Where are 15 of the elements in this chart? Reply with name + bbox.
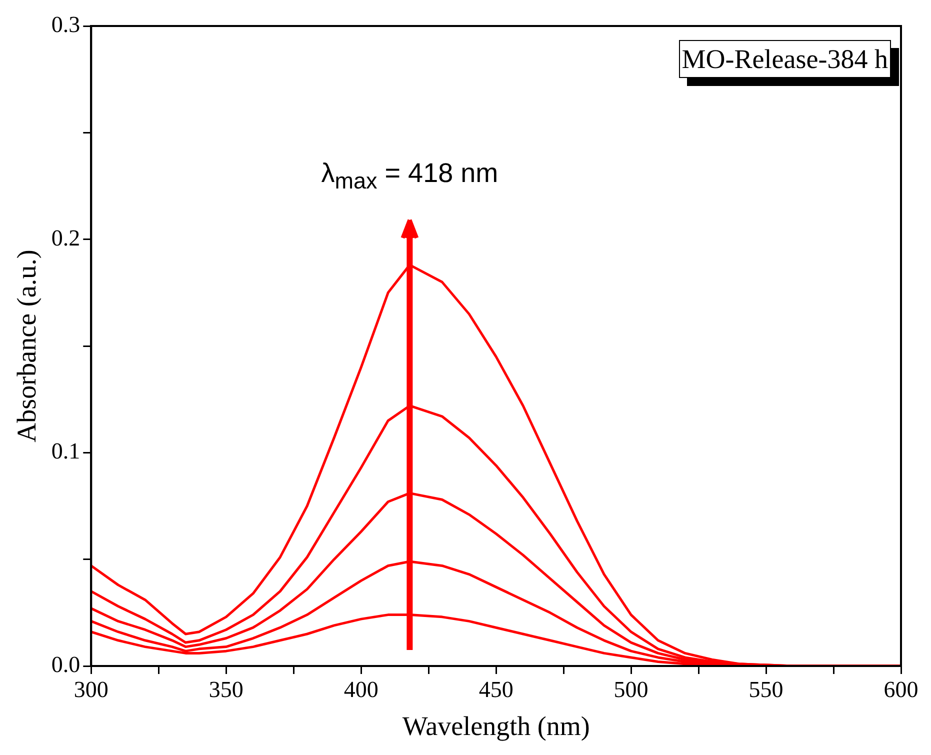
x-tick-label: 400: [344, 676, 378, 702]
x-tick-label: 300: [74, 676, 108, 702]
x-tick-label: 350: [208, 676, 244, 702]
y-tick-label: 0.3: [51, 12, 80, 38]
x-tick-label: 450: [478, 676, 514, 702]
x-tick-label: 600: [884, 676, 918, 702]
y-tick-label: 0.1: [51, 438, 80, 464]
x-tick-label: 550: [748, 676, 784, 702]
y-tick-label: 0.0: [51, 652, 80, 678]
y-tick-label: 0.2: [51, 225, 80, 250]
x-axis-title: Wavelength (nm): [402, 710, 590, 741]
x-tick-label: 500: [614, 676, 648, 702]
y-axis-title: Absorbance (a.u.): [11, 250, 42, 442]
annotation: MO-Release-384 h: [678, 40, 891, 78]
ref-line-label: λ$_{max}$ = 418 nm: [320, 158, 500, 194]
